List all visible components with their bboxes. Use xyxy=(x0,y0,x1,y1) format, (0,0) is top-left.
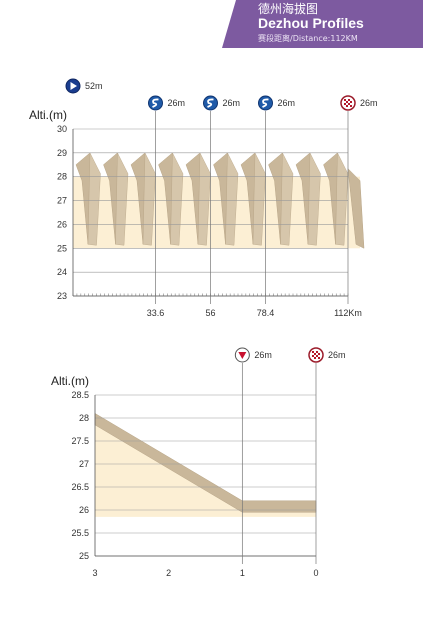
y-tick-label: 25 xyxy=(57,243,67,253)
finish-icon-check xyxy=(314,357,316,359)
x-tick-label: 78.4 xyxy=(257,308,275,318)
profile-ridge-end xyxy=(347,168,365,249)
y-tick-label: 24 xyxy=(57,267,67,277)
title-chinese: 德州海拔图 xyxy=(258,2,319,16)
finish-icon-check xyxy=(350,105,352,107)
y-tick-label: 28 xyxy=(57,172,67,182)
y-axis-title: Alti.(m) xyxy=(29,108,67,122)
profile-ridge-face xyxy=(225,152,239,246)
sprint-icon-glyph xyxy=(152,98,159,108)
finish-icon-check xyxy=(318,357,320,359)
sprint-icon-glyph xyxy=(207,98,214,108)
marker-altitude-label: 26m xyxy=(223,98,241,108)
y-axis-title: Alti.(m) xyxy=(51,374,89,388)
finish-icon-check xyxy=(344,103,346,105)
finish-icon-check xyxy=(348,99,350,101)
x-tick-label: 56 xyxy=(205,308,215,318)
finish-icon-check xyxy=(312,355,314,357)
y-tick-label: 28.5 xyxy=(71,390,89,400)
x-tick-label: 2 xyxy=(166,568,171,578)
finish-icon-check xyxy=(314,353,316,355)
y-tick-label: 27 xyxy=(57,196,67,206)
y-tick-label: 25.5 xyxy=(71,528,89,538)
x-tick-label: 0 xyxy=(313,568,318,578)
profile-ridge-face xyxy=(197,152,211,246)
profile-ridge-face xyxy=(115,152,129,246)
title-banner: 德州海拔图 Dezhou Profiles 赛段距离/Distance:112K… xyxy=(222,0,423,48)
y-tick-label: 27 xyxy=(79,459,89,469)
profile-ridge-face xyxy=(252,152,266,246)
finish-icon-check xyxy=(350,101,352,103)
profile-ridge-face xyxy=(142,152,156,246)
finish-icon-check xyxy=(346,101,348,103)
finish-icon-check xyxy=(348,103,350,105)
profile-ridge-face xyxy=(87,152,101,246)
finish-icon-check xyxy=(346,105,348,107)
y-tick-label: 30 xyxy=(57,124,67,134)
x-tick-label: 33.6 xyxy=(147,308,165,318)
profile-ridge-face xyxy=(280,152,294,246)
distance-subtitle: 赛段距离/Distance:112KM xyxy=(258,34,358,43)
y-tick-label: 27.5 xyxy=(71,436,89,446)
marker-altitude-label: 26m xyxy=(168,98,186,108)
stage-profile-chart: 23 24 25 26 27 28 29 30 Alti.(m) 33.6 56 78.4 112Km 5… xyxy=(29,78,378,318)
x-tick-label: 3 xyxy=(92,568,97,578)
finish-icon-check xyxy=(344,99,346,101)
sprint-icon-glyph xyxy=(262,98,269,108)
start-icon-arrow xyxy=(70,82,77,90)
y-tick-label: 26 xyxy=(57,219,67,229)
marker-altitude-label: 52m xyxy=(85,81,103,91)
marker-altitude-label: 26m xyxy=(254,350,272,360)
profile-ridge-face xyxy=(307,152,321,246)
profile-ridge-face xyxy=(170,152,184,246)
marker-altitude-label: 26m xyxy=(328,350,346,360)
finish-icon-check xyxy=(316,351,318,353)
finish-icon-check xyxy=(316,355,318,357)
x-tick-label: 1 xyxy=(240,568,245,578)
finish-icon-check xyxy=(312,351,314,353)
y-tick-label: 26.5 xyxy=(71,482,89,492)
finish-icon-check xyxy=(318,353,320,355)
x-tick-label: 112Km xyxy=(334,308,362,318)
y-tick-label: 28 xyxy=(79,413,89,423)
profile-ridge-face xyxy=(335,152,349,246)
y-tick-label: 25 xyxy=(79,551,89,561)
y-tick-label: 23 xyxy=(57,291,67,301)
title-english: Dezhou Profiles xyxy=(258,15,364,31)
y-tick-label: 29 xyxy=(57,148,67,158)
flamme-rouge-triangle xyxy=(238,352,247,359)
y-tick-label: 26 xyxy=(79,505,89,515)
profile-area xyxy=(95,424,316,517)
marker-altitude-label: 26m xyxy=(360,98,378,108)
marker-altitude-label: 26m xyxy=(278,98,296,108)
